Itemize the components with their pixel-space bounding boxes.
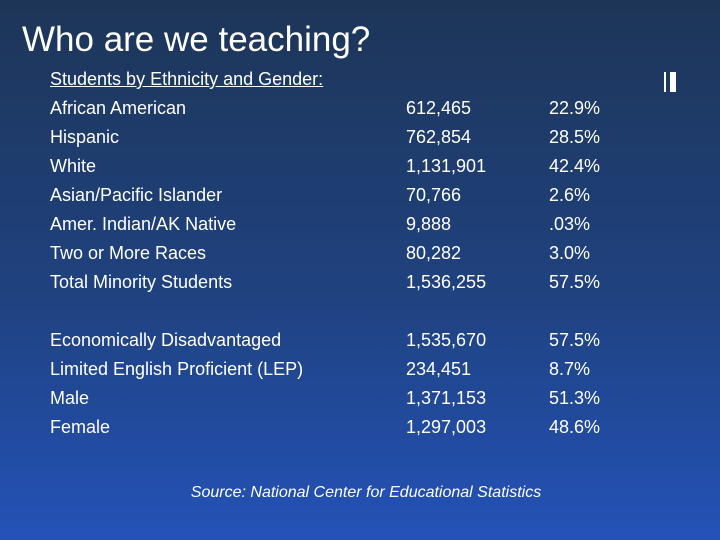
percent: 57.5% [549,272,601,292]
percent: 51.3% [549,388,601,408]
count: 80,282 [406,243,462,263]
count: 1,536,255 [406,272,487,292]
row-label: Total Minority Students [50,272,233,292]
count: 1,371,153 [406,388,487,408]
decoration [670,72,676,92]
row-label: White [50,156,97,176]
row-label: Female [50,417,111,437]
count: 234,451 [406,359,472,379]
percent: .03% [549,214,591,234]
row-label: Limited English Proficient (LEP) [50,359,304,379]
percent: 42.4% [549,156,601,176]
percent: 48.6% [549,417,601,437]
row-label: Economically Disadvantaged [50,330,282,350]
count: 70,766 [406,185,462,205]
percent: 2.6% [549,185,591,205]
row-label: Amer. Indian/AK Native [50,214,237,234]
slide-title: Who are we teaching? [22,20,371,59]
decoration [664,72,666,92]
count: 762,854 [406,127,472,147]
percent: 28.5% [549,127,601,147]
percent: 8.7% [549,359,591,379]
count: 1,535,670 [406,330,487,350]
row-label: Asian/Pacific Islander [50,185,223,205]
row-label: Male [50,388,90,408]
count: 1,297,003 [406,417,487,437]
percent: 3.0% [549,243,591,263]
source-note: Source: National Center for Educational … [190,484,542,501]
table-heading: Students by Ethnicity and Gender: [50,69,324,89]
row-label: Two or More Races [50,243,207,263]
percent: 22.9% [549,98,601,118]
count: 612,465 [406,98,472,118]
count: 1,131,901 [406,156,487,176]
row-label: Hispanic [50,127,120,147]
count: 9,888 [406,214,452,234]
row-label: African American [50,98,187,118]
percent: 57.5% [549,330,601,350]
